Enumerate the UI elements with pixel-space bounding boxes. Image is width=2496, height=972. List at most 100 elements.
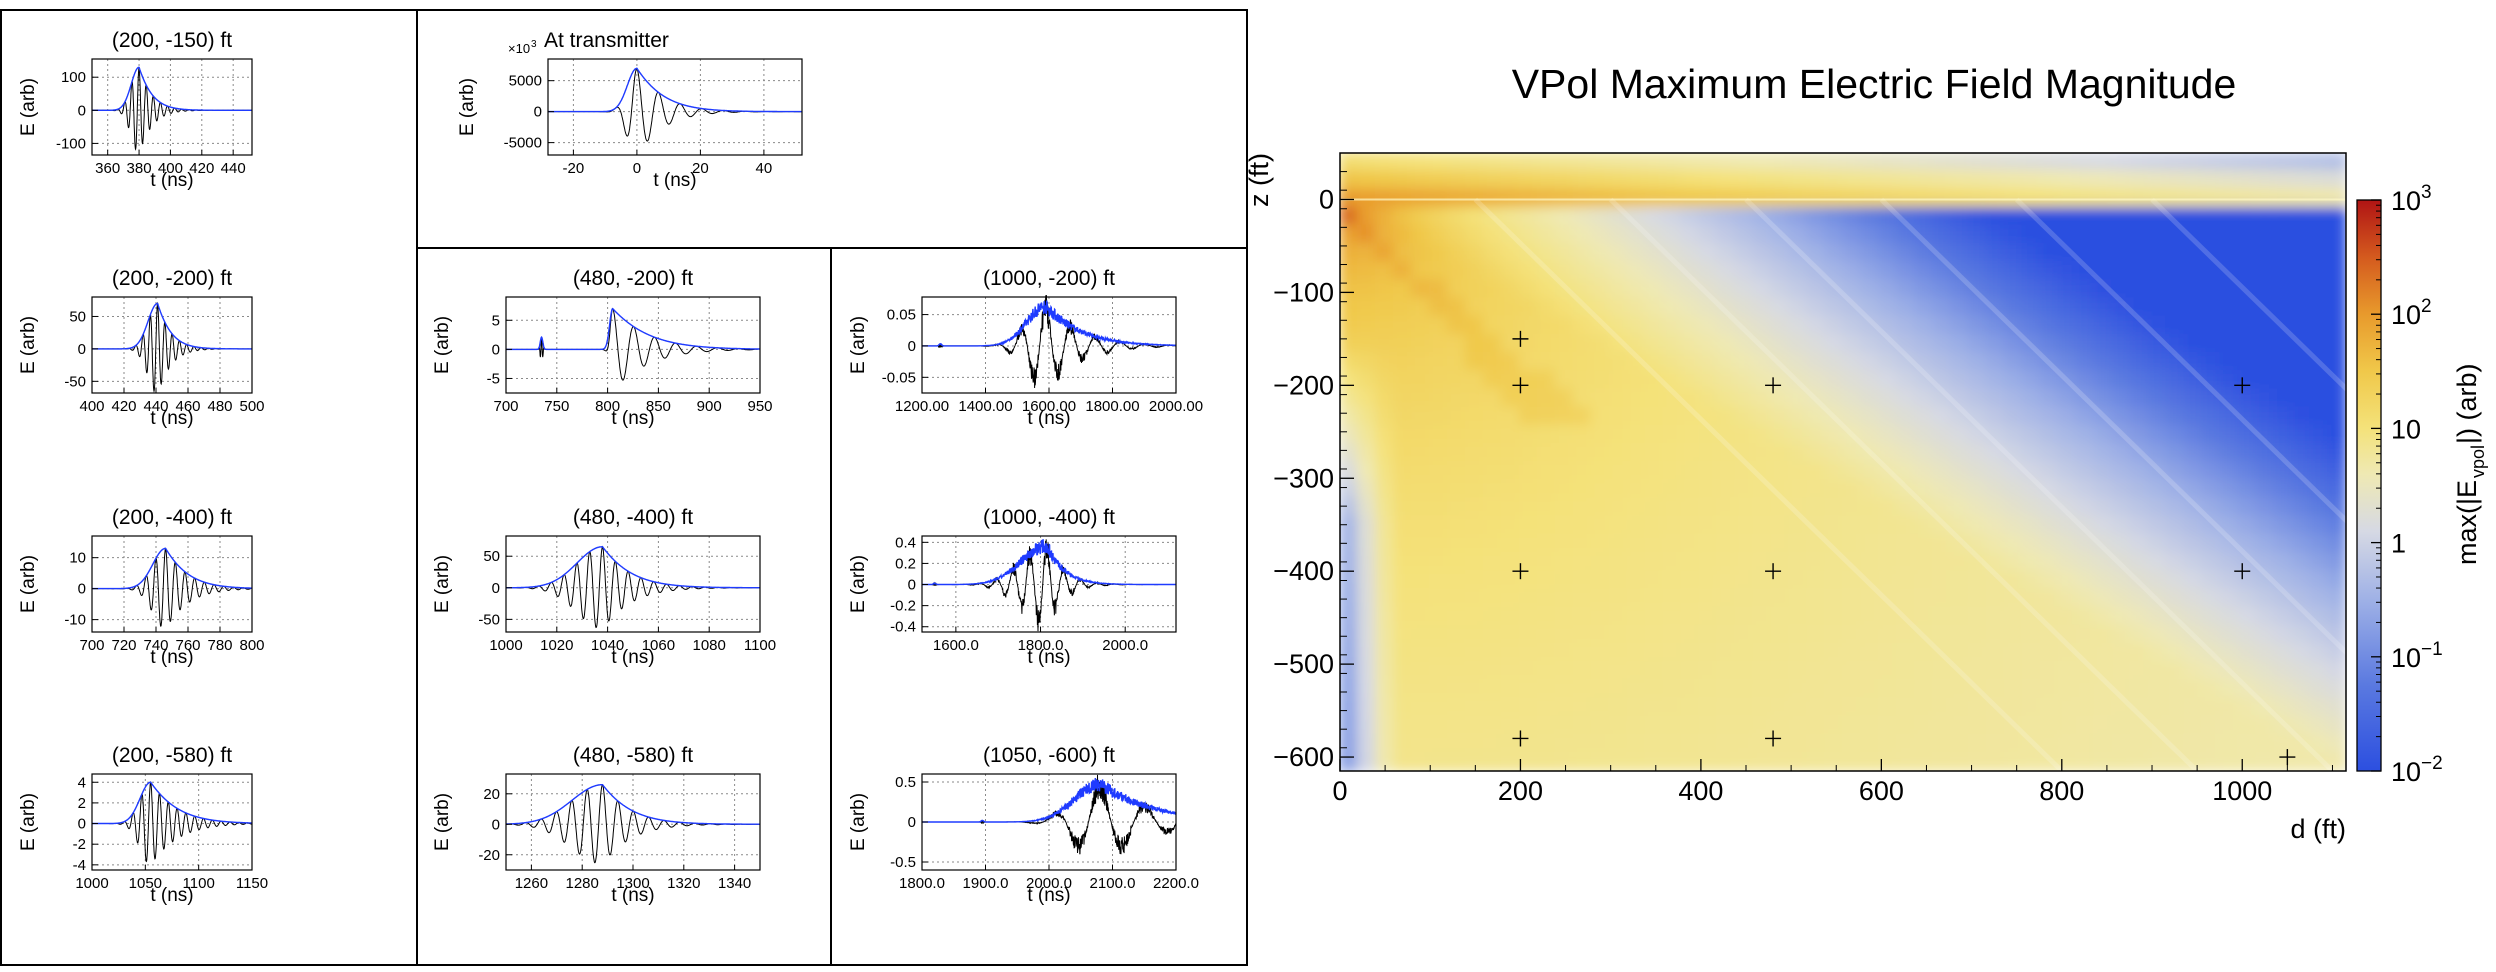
heatmap-cell <box>2309 588 2330 609</box>
heatmap-cell <box>1464 551 1485 573</box>
heatmap-cell <box>1949 624 1970 645</box>
heatmap-cell <box>2093 388 2114 409</box>
y-tick-label: 50 <box>69 308 86 325</box>
heatmap-cell <box>1590 733 1611 754</box>
heatmap-cell <box>1680 279 1701 300</box>
heatmap-cell <box>2147 588 2168 609</box>
heatmap-cell <box>1554 751 1575 771</box>
heatmap-cell <box>2165 206 2186 227</box>
heatmap-cell <box>1536 570 1557 591</box>
signal-trace <box>92 781 252 863</box>
heatmap-cell <box>1340 315 1359 336</box>
heatmap-cell <box>1554 697 1575 718</box>
heatmap-cell <box>2309 370 2330 391</box>
heatmap-cell <box>2291 297 2312 318</box>
heatmap-cell <box>2255 588 2276 609</box>
heatmap-cell <box>1985 570 2006 591</box>
heatmap-cell <box>2075 642 2096 663</box>
x-tick-label: 800 <box>239 637 264 654</box>
heatmap-cell <box>2183 515 2204 536</box>
heatmap-cell <box>1608 297 1629 318</box>
heatmap-cell <box>1734 279 1755 300</box>
heatmap-cell <box>1446 624 1467 645</box>
heatmap-cell <box>1662 333 1683 354</box>
heatmap-cell <box>1626 606 1647 627</box>
envelope-trace <box>506 546 760 589</box>
heatmap-cell <box>1554 515 1575 536</box>
heatmap-cell <box>1428 751 1449 771</box>
heatmap-cell <box>1644 479 1665 500</box>
heatmap-cell <box>2057 642 2078 663</box>
heatmap-cell <box>1716 261 1737 282</box>
heatmap-cell <box>2255 497 2276 518</box>
heatmap-cell <box>2129 153 2150 173</box>
heatmap-cell <box>1518 297 1539 318</box>
heatmap-cell <box>1482 570 1503 591</box>
heatmap-cell <box>2273 279 2294 300</box>
heatmap-cell <box>1410 188 1431 209</box>
heatmap-cell <box>1446 570 1467 591</box>
heatmap-cell <box>1877 479 1898 500</box>
heatmap-cell <box>1842 261 1862 282</box>
heatmap-cell <box>2129 297 2150 318</box>
heatmap-cell <box>1967 170 1988 191</box>
heatmap-cell <box>1410 679 1431 700</box>
heatmap-cell <box>1482 188 1503 209</box>
heatmap-cell <box>2075 497 2096 518</box>
heatmap-cell <box>1356 515 1377 536</box>
heatmap-cell <box>1356 261 1377 282</box>
heatmap-cell <box>1500 679 1521 700</box>
heatmap-cell <box>1340 297 1359 318</box>
heatmap-cell <box>2309 206 2330 227</box>
x-tick-label: 1600.0 <box>933 637 979 654</box>
heatmap-cell <box>2183 479 2204 500</box>
heatmap-cell <box>1536 588 1557 609</box>
heatmap-cell <box>1590 461 1611 482</box>
heatmap-cell <box>1895 153 1916 173</box>
heatmap-cell <box>1464 370 1485 391</box>
heatmap-cell <box>1662 679 1683 700</box>
heatmap-cell <box>1859 461 1880 482</box>
heatmap-cell <box>1340 461 1359 482</box>
heatmap-cell <box>1770 351 1791 373</box>
heatmap-cell <box>2165 406 2186 427</box>
heatmap-cell <box>2273 606 2294 627</box>
heatmap-cell <box>1536 606 1557 627</box>
heatmap-cell <box>1967 242 1988 264</box>
heatmap-cell <box>1680 733 1701 754</box>
heatmap-cell <box>1482 388 1503 409</box>
heatmap-cell <box>2255 370 2276 391</box>
heatmap-cell <box>1824 315 1844 336</box>
heatmap-cell <box>1752 424 1773 445</box>
heatmap-cell <box>1340 697 1359 718</box>
heatmap-cell <box>1374 715 1395 736</box>
heatmap-cell <box>2075 424 2096 445</box>
x-axis-label: t (ns) <box>611 885 654 906</box>
heatmap-cell <box>1716 679 1737 700</box>
heatmap-cell <box>1626 279 1647 300</box>
x-axis-label: t (ns) <box>150 170 193 191</box>
heatmap-cell <box>2057 297 2078 318</box>
heatmap-cell <box>1680 424 1701 445</box>
heatmap-cell <box>2273 206 2294 227</box>
heatmap-cell <box>1626 315 1647 336</box>
heatmap-cell <box>1428 333 1449 354</box>
heatmap-cell <box>2075 588 2096 609</box>
heatmap-cell <box>1680 606 1701 627</box>
heatmap-cell <box>2273 461 2294 482</box>
heatmap-cell <box>2273 715 2294 736</box>
heatmap-cell <box>2129 497 2150 518</box>
heatmap-cell <box>1392 497 1413 518</box>
x-tick-label: 1900.0 <box>963 875 1009 892</box>
heatmap-cell <box>1824 515 1844 536</box>
heatmap-cell <box>1859 515 1880 536</box>
colorbar-tick-label: 10 2 <box>2391 296 2432 330</box>
heatmap-cell <box>1410 660 1431 682</box>
signal-trace <box>506 307 760 381</box>
heatmap-cell <box>2129 188 2150 209</box>
heatmap-cell <box>1788 588 1809 609</box>
heatmap-cell <box>1428 242 1449 264</box>
heatmap-cell <box>2291 497 2312 518</box>
heatmap-cell <box>1752 206 1773 227</box>
